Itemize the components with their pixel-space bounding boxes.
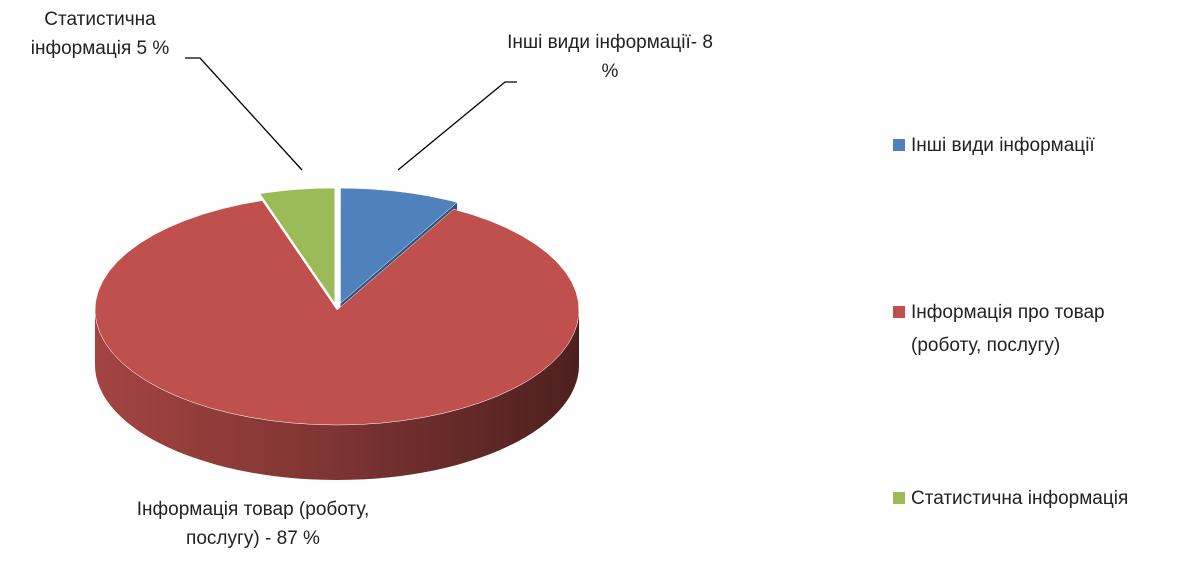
leader-line (397, 81, 517, 171)
legend-item: Інші види інформації (893, 129, 1095, 162)
slice (259, 187, 336, 304)
leader-line (185, 57, 303, 171)
legend-swatch (893, 139, 905, 151)
legend-item: Статистична інформація (893, 482, 1128, 515)
data-label: Інші види інформації- 8 % (507, 32, 713, 82)
legend-label: Статистична інформація (911, 488, 1129, 509)
slice (94, 200, 580, 426)
slice-side-shade (95, 310, 579, 480)
legend-swatch (893, 306, 905, 318)
legend-swatch (893, 492, 905, 504)
legend-item: Інформація про товар (роботу, послугу) (893, 296, 1173, 362)
slice (340, 187, 458, 304)
data-label: Інформація товар (роботу, послугу) - 87 … (136, 499, 370, 549)
data-label: Статистична інформація 5 % (30, 9, 170, 59)
legend-label: Інші види інформації (911, 135, 1095, 156)
legend-label: Інформація про товар (роботу, послугу) (911, 302, 1105, 356)
